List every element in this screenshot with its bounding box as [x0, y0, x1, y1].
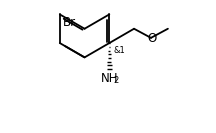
Text: O: O [147, 32, 156, 45]
Text: &1: &1 [114, 46, 126, 55]
Text: 2: 2 [114, 76, 119, 85]
Text: Br: Br [63, 16, 76, 29]
Text: NH: NH [101, 72, 118, 85]
